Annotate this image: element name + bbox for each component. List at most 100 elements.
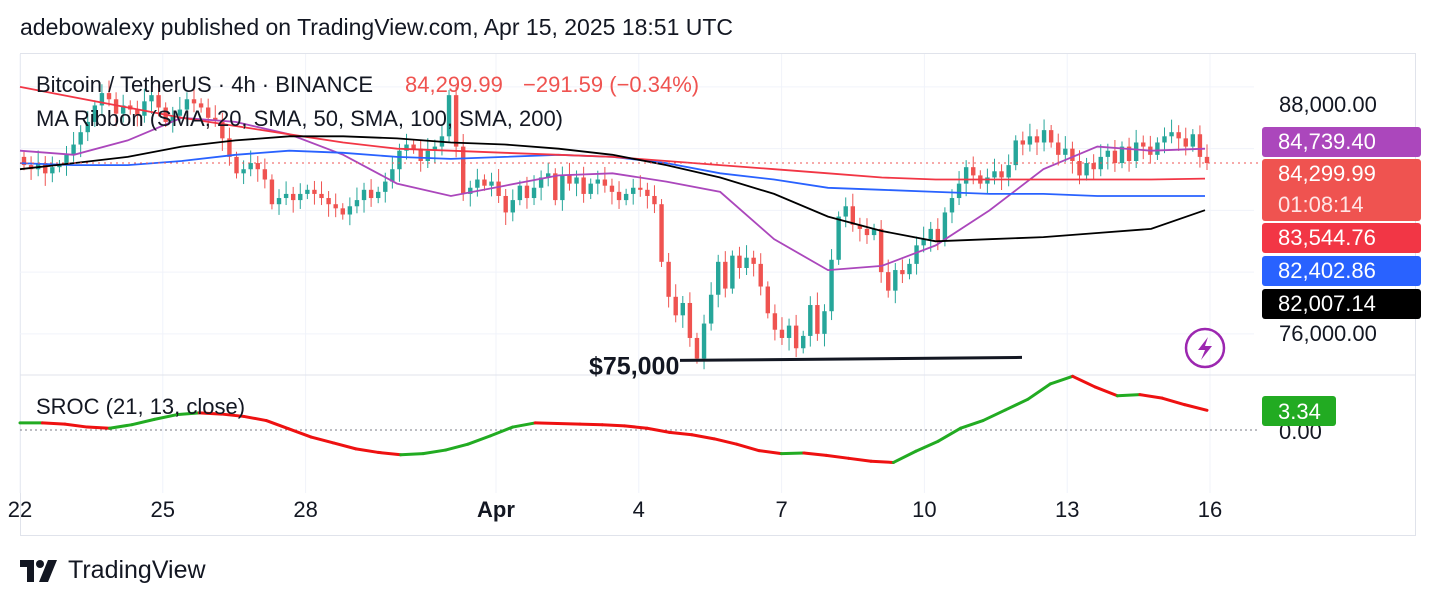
candle-body [616, 191, 622, 201]
sroc-segment [824, 453, 851, 460]
candle-body [581, 177, 586, 194]
sroc-segment [197, 411, 224, 416]
candle-body [1176, 132, 1181, 139]
candle-body [659, 204, 664, 262]
candle-body [645, 189, 650, 196]
candle-body [290, 193, 296, 201]
candle-body [822, 311, 827, 334]
candle-body [793, 325, 799, 349]
candle-body [701, 323, 707, 359]
candle-body [510, 200, 515, 213]
sroc-segment [533, 421, 560, 426]
candle-body [1091, 163, 1096, 170]
candle-body [113, 99, 119, 114]
candle-body [227, 138, 232, 157]
candle-body [333, 204, 338, 209]
candle-body [871, 228, 877, 236]
candle-body [1013, 140, 1018, 166]
candle-body [786, 325, 792, 338]
candle-body [1048, 130, 1054, 143]
candle-body [135, 109, 140, 116]
ma-line-sma200 [19, 135, 1206, 243]
candle-body [198, 103, 204, 108]
candle-body [779, 329, 785, 338]
candle-body [638, 187, 643, 190]
candle-body [475, 179, 480, 188]
candle-body [177, 109, 183, 116]
candle-body [652, 195, 657, 205]
candle-body [411, 144, 416, 149]
tradingview-logo-icon[interactable] [20, 559, 60, 582]
candle-body [716, 261, 721, 295]
candle-body [772, 313, 778, 330]
candle-body [71, 144, 76, 155]
candle-body [758, 263, 763, 287]
candle-body [992, 171, 997, 178]
candle-body [489, 181, 494, 186]
sroc-segment [40, 421, 67, 426]
tradingview-brand[interactable]: TradingView [68, 556, 206, 584]
sroc-segment [488, 425, 515, 438]
candle-body [92, 105, 98, 122]
candle-body [836, 216, 841, 260]
candle-body [531, 187, 537, 199]
candle-body [864, 228, 870, 236]
sroc-segment [959, 419, 985, 430]
candle-body [1190, 134, 1196, 147]
candle-body [397, 150, 402, 170]
sroc-segment [1093, 385, 1119, 398]
sroc-segment [421, 448, 448, 456]
candle-body [1133, 142, 1139, 161]
candle-body [220, 119, 225, 139]
sroc-segment [1003, 397, 1030, 412]
sroc-segment [309, 435, 336, 445]
candle-body [1056, 142, 1061, 155]
candle-body [546, 173, 551, 178]
sroc-value-label: 3.34 [1278, 399, 1321, 424]
candle-body [1112, 150, 1118, 164]
candle-body [319, 193, 324, 199]
publisher-header: adebowalexy published on TradingView.com… [20, 14, 734, 40]
sroc-segment [264, 419, 291, 431]
x-axis-tick: Apr [477, 497, 515, 522]
candle-body [99, 93, 105, 106]
candle-body [843, 206, 848, 217]
candle-body [241, 169, 246, 174]
x-axis-tick: 4 [633, 497, 645, 522]
x-axis-tick: 10 [912, 497, 936, 522]
sroc-segment [242, 414, 268, 423]
candle-body [857, 224, 863, 229]
sroc-segment [645, 426, 671, 434]
candle-body [694, 337, 700, 359]
candle-body [390, 169, 395, 182]
sroc-segment [85, 425, 112, 430]
sroc-segment [130, 417, 156, 427]
candle-body [524, 185, 530, 199]
candle-body [305, 189, 310, 194]
sma50-price-label: 82,402.86 [1278, 258, 1376, 283]
candle-body [418, 148, 423, 161]
sroc-segment [623, 424, 649, 430]
sroc-segment [63, 422, 89, 429]
candle-body [623, 193, 629, 201]
candle-body [50, 167, 55, 174]
sroc-segment [152, 413, 179, 421]
candle-body [354, 200, 360, 207]
sroc-segment [914, 439, 940, 453]
sroc-segment [511, 421, 537, 429]
candle-body [680, 302, 685, 316]
candle-body [737, 255, 742, 268]
candle-body [57, 165, 62, 168]
candle-body [666, 261, 671, 297]
x-axis-tick: 25 [151, 497, 175, 522]
sroc-segment [1138, 393, 1164, 400]
candle-body [708, 294, 714, 324]
candle-body [949, 198, 955, 213]
candle-body [907, 263, 912, 275]
candle-body [985, 177, 990, 184]
candle-body [928, 228, 933, 240]
candle-body [850, 206, 856, 225]
y-axis-tick: 76,000.00 [1279, 321, 1377, 346]
lightning-glyph [1198, 337, 1212, 360]
